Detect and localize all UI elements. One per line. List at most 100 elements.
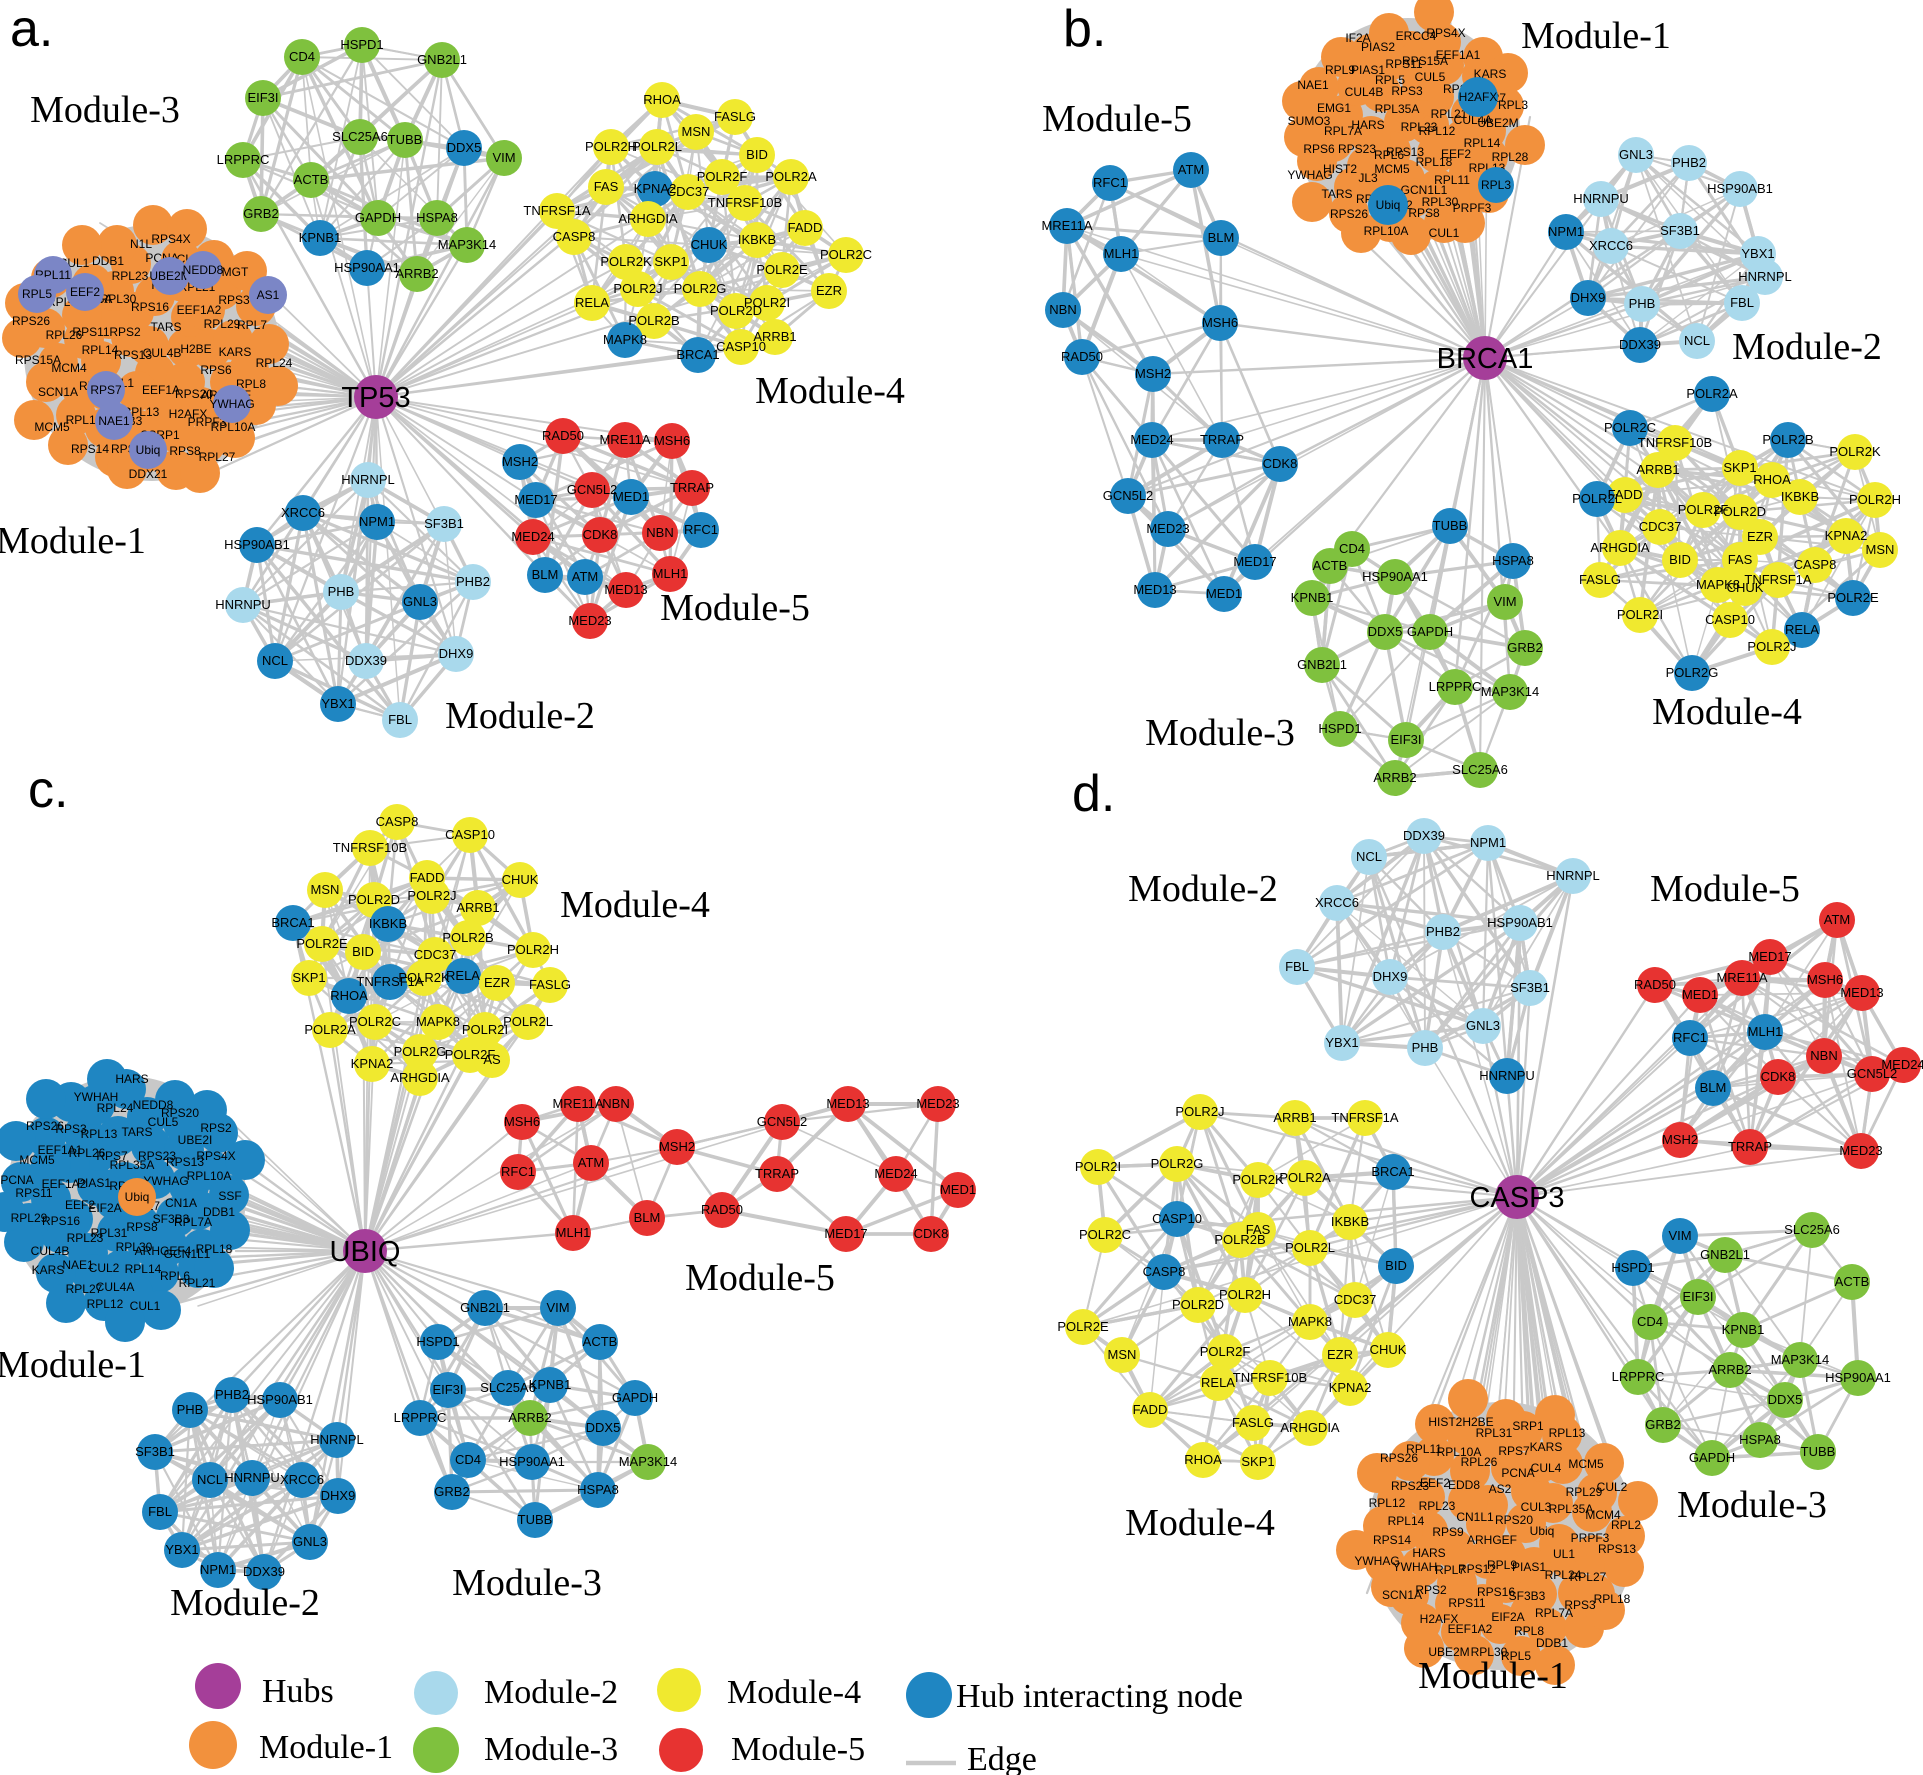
svg-text:POLR2A: POLR2A [1279,1170,1331,1185]
svg-text:CASP8: CASP8 [553,229,596,244]
svg-text:RPS13: RPS13 [1598,1542,1636,1556]
svg-text:MRE11A: MRE11A [552,1096,603,1111]
svg-text:POLR2L: POLR2L [1285,1240,1335,1255]
svg-text:AS1: AS1 [257,288,280,302]
svg-text:HSP90AA1: HSP90AA1 [334,260,400,275]
svg-text:HNRNPU: HNRNPU [224,1470,280,1485]
svg-text:TNFRSF10B: TNFRSF10B [708,195,782,210]
svg-text:MED17: MED17 [514,492,557,507]
svg-text:NAE1: NAE1 [62,1258,94,1272]
svg-text:POLR2F: POLR2F [1200,1344,1251,1359]
svg-text:NCL: NCL [1684,333,1710,348]
svg-text:HSP90AB1: HSP90AB1 [1487,915,1553,930]
svg-text:DDX5: DDX5 [1768,1392,1803,1407]
svg-text:POLR2B: POLR2B [442,930,493,945]
svg-text:POLR2E: POLR2E [1827,590,1879,605]
svg-text:MED13: MED13 [1133,582,1176,597]
svg-text:RPS11: RPS11 [1448,1596,1485,1610]
svg-text:GAPDH: GAPDH [355,210,401,225]
svg-text:CD4: CD4 [1637,1314,1663,1329]
svg-text:DDB1: DDB1 [203,1205,235,1219]
svg-text:RPL13: RPL13 [1549,1426,1586,1440]
svg-text:MSH6: MSH6 [654,433,690,448]
svg-text:ACTB: ACTB [294,172,329,187]
svg-text:HSPD1: HSPD1 [1611,1260,1654,1275]
svg-text:GAPDH: GAPDH [612,1390,658,1405]
svg-text:HNRNPL: HNRNPL [1738,269,1791,284]
svg-text:YBX1: YBX1 [321,696,354,711]
svg-text:PHB2: PHB2 [1426,924,1460,939]
svg-text:PHB: PHB [1412,1040,1439,1055]
svg-text:RPS6: RPS6 [1303,142,1335,156]
svg-text:MAP3K14: MAP3K14 [619,1454,678,1469]
svg-text:FBL: FBL [1285,959,1309,974]
svg-text:SKP1: SKP1 [292,970,325,985]
svg-text:Module-5: Module-5 [1042,98,1192,140]
svg-text:ARHGDIA: ARHGDIA [618,211,678,226]
svg-text:HSP90AA1: HSP90AA1 [1825,1370,1891,1385]
svg-text:JL3: JL3 [1358,171,1378,185]
svg-text:Module-5: Module-5 [731,1731,865,1768]
svg-text:RPL10A: RPL10A [187,1169,232,1183]
svg-text:EEF2: EEF2 [65,1198,95,1212]
svg-text:KPNB1: KPNB1 [299,230,342,245]
svg-text:PHB2: PHB2 [1672,155,1706,170]
svg-text:RPL18: RPL18 [196,1242,233,1256]
svg-text:CN1L1: CN1L1 [1456,1510,1494,1524]
svg-text:Module-3: Module-3 [1677,1484,1827,1526]
svg-text:TNFRSF10B: TNFRSF10B [1233,1370,1307,1385]
svg-text:Module-2: Module-2 [445,695,595,737]
svg-text:TNFRSF1A: TNFRSF1A [1331,1110,1399,1125]
svg-text:RPS16: RPS16 [131,300,169,314]
svg-text:RPS23: RPS23 [1338,142,1376,156]
svg-text:HNRNPL: HNRNPL [341,472,394,487]
svg-text:POLR2J: POLR2J [613,281,662,296]
svg-text:RPS14: RPS14 [71,442,109,456]
svg-text:H2AFX: H2AFX [1420,1612,1459,1626]
svg-text:RPL9: RPL9 [1325,63,1355,77]
svg-text:Module-4: Module-4 [1125,1502,1275,1544]
svg-text:RPS2: RPS2 [200,1121,232,1135]
svg-text:RHOA: RHOA [330,988,368,1003]
svg-text:EEF1A2: EEF1A2 [177,303,222,317]
svg-text:Module-3: Module-3 [30,89,180,131]
svg-text:Module-5: Module-5 [660,587,810,629]
svg-text:RPS4X: RPS4X [151,232,190,246]
svg-text:DDB1: DDB1 [1536,1636,1568,1650]
svg-text:HSP90AB1: HSP90AB1 [224,537,290,552]
svg-text:NPM1: NPM1 [359,514,395,529]
svg-text:XRCC6: XRCC6 [1315,895,1359,910]
svg-text:MCM5: MCM5 [34,420,70,434]
svg-text:Module-2: Module-2 [484,1674,618,1711]
svg-text:RPL14: RPL14 [82,343,119,357]
svg-text:KPNA2: KPNA2 [1329,1380,1372,1395]
svg-text:LRPPRC: LRPPRC [1612,1369,1665,1384]
svg-text:MED17: MED17 [1748,949,1791,964]
svg-text:ARRB1: ARRB1 [1636,462,1679,477]
svg-text:YWHAG: YWHAG [209,397,254,411]
svg-text:ARRB2: ARRB2 [508,1410,551,1425]
svg-text:DDX39: DDX39 [345,653,387,668]
svg-text:RPL3: RPL3 [1498,98,1528,112]
svg-text:RELA: RELA [1785,622,1819,637]
svg-text:ARRB1: ARRB1 [456,900,499,915]
svg-text:IKBKB: IKBKB [1331,1214,1369,1229]
svg-text:Module-1: Module-1 [1521,15,1671,57]
svg-text:RPS8: RPS8 [1408,206,1440,220]
svg-text:ATM: ATM [572,569,598,584]
svg-text:RFC1: RFC1 [1673,1030,1707,1045]
svg-text:MED23: MED23 [568,613,611,628]
svg-text:MED24: MED24 [1881,1057,1923,1072]
svg-text:HNRNPL: HNRNPL [1546,868,1599,883]
svg-text:DDX39: DDX39 [1403,828,1445,843]
svg-text:MSH2: MSH2 [502,454,538,469]
svg-text:DHX9: DHX9 [321,1488,356,1503]
svg-text:PHB: PHB [328,584,355,599]
svg-text:TNFRSF1A: TNFRSF1A [523,203,591,218]
svg-text:UBE2M: UBE2M [1477,116,1518,130]
svg-text:Module-1: Module-1 [259,1729,393,1766]
svg-text:LRPPRC: LRPPRC [394,1410,447,1425]
svg-text:CUL1: CUL1 [1429,226,1460,240]
svg-text:CUL2: CUL2 [1597,1480,1628,1494]
svg-text:MAPK8: MAPK8 [603,332,647,347]
